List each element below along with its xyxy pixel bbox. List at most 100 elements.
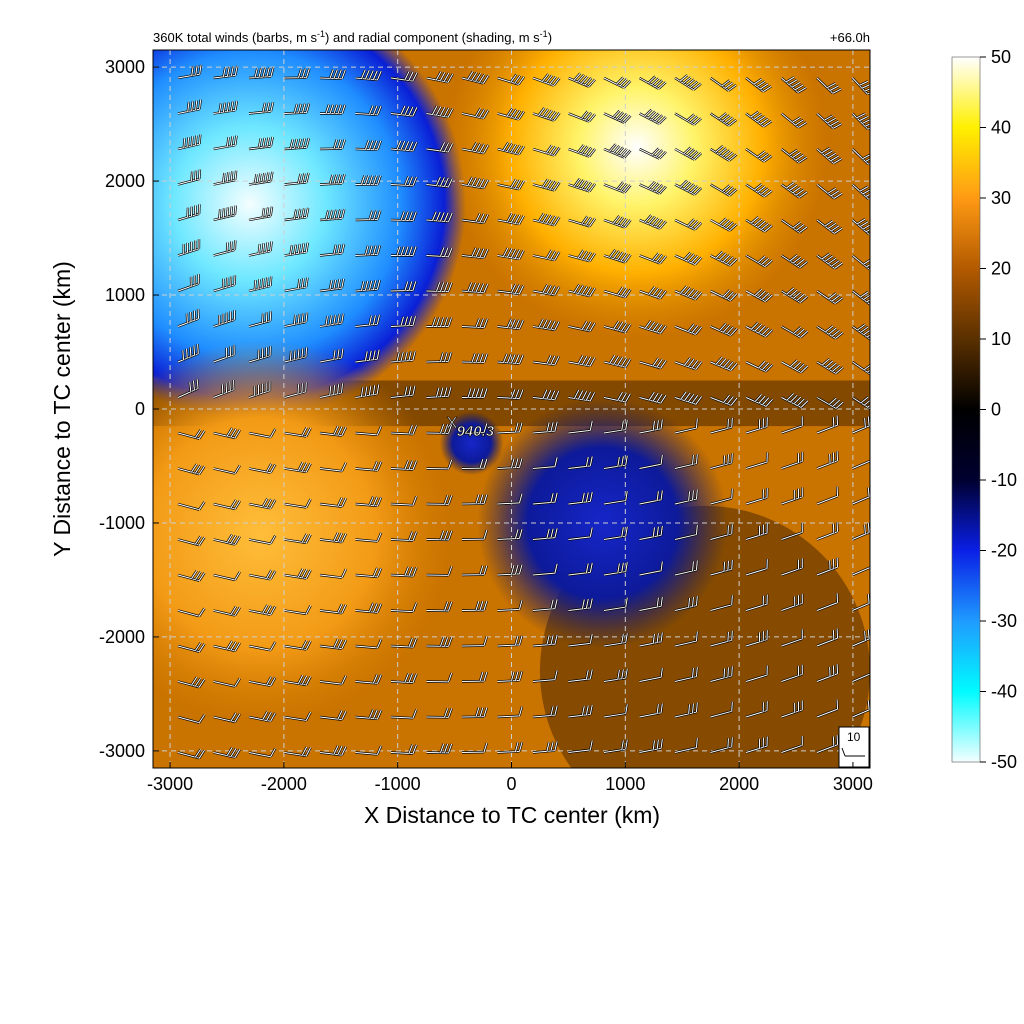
wind-barb	[816, 147, 843, 165]
wind-barb	[709, 112, 738, 127]
wind-barb	[248, 569, 277, 581]
wind-barb	[745, 360, 774, 373]
wind-barb	[781, 558, 804, 577]
wind-barb	[355, 349, 381, 364]
wind-barb	[497, 599, 524, 612]
wind-barb	[603, 420, 629, 435]
wind-barb	[816, 252, 844, 270]
wind-barb	[355, 532, 383, 543]
wind-barb	[248, 747, 277, 758]
wind-barb	[390, 176, 418, 187]
wind-barb	[568, 72, 596, 88]
wind-barb	[709, 145, 738, 162]
wind-barb	[780, 359, 809, 374]
wind-barb	[568, 633, 594, 648]
wind-barb	[674, 390, 703, 406]
center-symbol: X	[447, 415, 458, 432]
wind-barb	[177, 676, 206, 689]
x-tick-label: 3000	[833, 774, 873, 794]
wind-barb	[603, 320, 632, 334]
wind-barb	[497, 741, 524, 754]
wind-barb	[390, 744, 418, 755]
wind-barb	[532, 178, 561, 192]
wind-barb	[745, 736, 769, 754]
wind-barb	[213, 533, 241, 546]
wind-barb	[284, 347, 308, 364]
wind-barb	[461, 107, 490, 120]
wind-barb	[426, 105, 454, 119]
wind-barb	[568, 562, 594, 577]
wind-barb	[248, 710, 277, 723]
x-tick-label: -1000	[375, 774, 421, 794]
wind-barb	[426, 141, 454, 154]
wind-barb	[355, 175, 382, 186]
wind-barb	[355, 244, 382, 257]
wind-barb	[710, 394, 738, 407]
wind-barb	[426, 672, 453, 684]
wind-barb	[390, 281, 417, 293]
wind-barb	[319, 675, 347, 686]
wind-barb	[816, 664, 839, 683]
wind-barb	[674, 489, 699, 506]
wind-barb	[674, 357, 703, 371]
wind-barb	[568, 420, 594, 435]
y-axis-label: Y Distance to TC center (km)	[49, 261, 75, 557]
wind-barb	[355, 602, 383, 614]
wind-barb	[284, 242, 309, 257]
colorbar-tick-label: 50	[991, 47, 1011, 67]
wind-barb	[390, 140, 418, 153]
wind-barb	[426, 71, 454, 84]
wind-barb	[284, 103, 311, 115]
wind-barb	[213, 571, 241, 582]
wind-barb	[426, 743, 453, 755]
wind-barb	[355, 673, 383, 685]
colorbar	[951, 56, 981, 763]
wind-barb	[426, 459, 453, 471]
wind-barb	[603, 491, 629, 506]
wind-barb	[568, 527, 594, 541]
wind-barb	[674, 595, 699, 612]
wind-barb	[248, 136, 274, 151]
colorbar-tick-label: 0	[991, 400, 1001, 420]
wind-barb	[284, 207, 310, 222]
wind-barb	[355, 140, 382, 151]
x-axis-label: X Distance to TC center (km)	[364, 802, 660, 828]
wind-barb	[603, 668, 629, 683]
wind-barb	[461, 176, 490, 190]
wind-barb	[674, 179, 703, 196]
wind-barb	[284, 674, 312, 687]
wind-barb	[532, 144, 561, 157]
wind-barb	[461, 529, 488, 541]
wind-barb	[603, 181, 632, 194]
wind-barb	[532, 212, 561, 227]
wind-barb	[639, 319, 668, 335]
wind-barb	[213, 345, 236, 364]
wind-barb	[355, 210, 382, 222]
wind-barb	[461, 317, 489, 329]
wind-barb	[426, 636, 453, 648]
wind-barb	[213, 310, 236, 328]
wind-barb	[319, 568, 347, 579]
wind-barb	[390, 672, 418, 684]
wind-barb	[213, 170, 238, 186]
wind-barb	[710, 322, 738, 337]
wind-barb	[780, 325, 809, 339]
wind-barb	[461, 388, 489, 399]
wind-barb	[852, 487, 870, 506]
wind-barb	[532, 457, 559, 470]
x-tick-label: 1000	[605, 774, 645, 794]
wind-barb	[710, 737, 734, 754]
wind-barb	[426, 281, 453, 293]
wind-barb	[248, 497, 277, 510]
wind-barb	[710, 630, 734, 648]
wind-barb	[816, 290, 844, 305]
wind-barb	[639, 703, 664, 719]
wind-barb	[319, 532, 347, 544]
wind-barb	[745, 559, 769, 577]
wind-barb	[816, 522, 839, 541]
wind-barb	[780, 219, 808, 234]
wind-barb	[638, 147, 667, 160]
wind-barb	[284, 498, 312, 509]
wind-barb	[390, 566, 418, 578]
wind-barb	[284, 711, 312, 722]
